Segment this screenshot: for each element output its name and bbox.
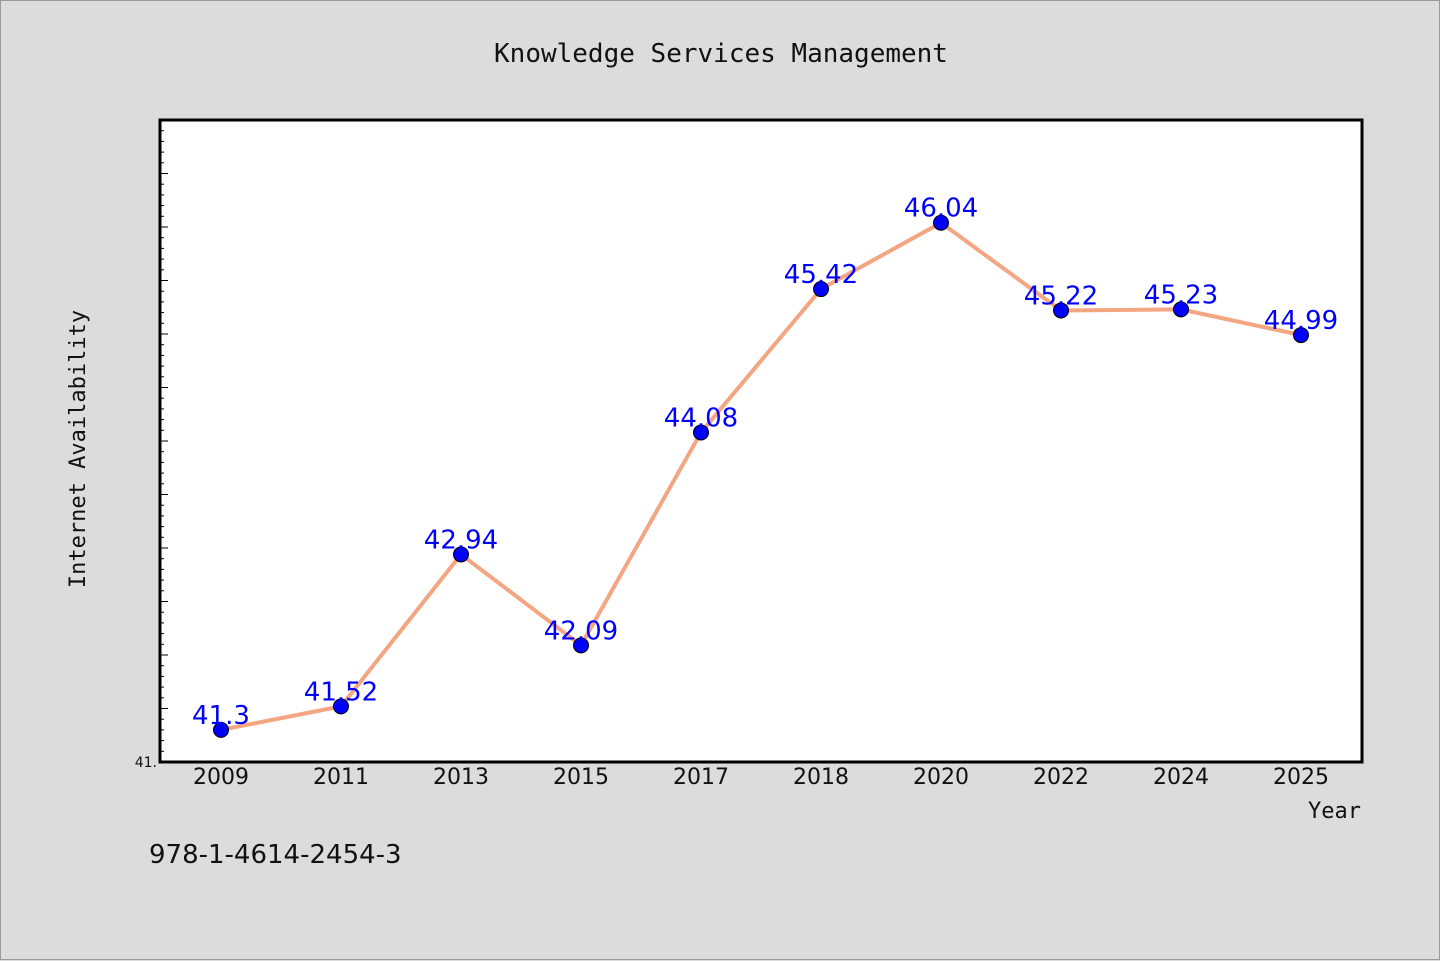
x-axis-tick-labels: 2009 2011 2013 2015 2017 2018 2020 2022 2024 2025 (193, 765, 1329, 790)
data-label: 44.08 (664, 403, 738, 433)
data-point (1053, 302, 1069, 319)
data-labels: 41.3 41.52 42.94 42.09 44.08 45.42 46.04 45.22 4… (192, 194, 1338, 731)
data-label: 41.52 (304, 677, 378, 707)
data-point (453, 546, 469, 563)
data-label: 44.99 (1264, 306, 1338, 336)
y-tick-label: 41. (135, 755, 157, 771)
x-tick-label: 2011 (313, 765, 369, 790)
x-tick-label: 2024 (1153, 765, 1209, 790)
isbn-footer: 978-1-4614-2454-3 (149, 840, 402, 870)
x-tick-label: 2009 (193, 765, 249, 790)
data-point (693, 424, 709, 441)
y-axis-tick-labels: 41. (135, 755, 157, 771)
data-label: 45.42 (784, 260, 858, 290)
data-point (333, 698, 349, 715)
plot-area (160, 120, 1362, 762)
x-tick-label: 2017 (673, 765, 729, 790)
x-tick-label: 2020 (913, 765, 969, 790)
data-point (1293, 327, 1309, 344)
x-tick-label: 2018 (793, 765, 849, 790)
data-point (813, 281, 829, 298)
data-label: 45.23 (1144, 280, 1218, 310)
data-label: 42.09 (544, 616, 618, 646)
x-tick-label: 2013 (433, 765, 489, 790)
chart-title: Knowledge Services Management (494, 39, 948, 69)
data-label: 46.04 (904, 194, 978, 224)
data-point (213, 721, 229, 738)
x-tick-label: 2022 (1033, 765, 1089, 790)
data-label: 41.3 (192, 701, 250, 731)
data-point (573, 637, 589, 654)
series-line-group (220, 220, 1302, 732)
data-label: 45.22 (1024, 281, 1098, 311)
data-point (933, 214, 949, 231)
plot-frame (158, 118, 1364, 764)
data-label: 42.94 (424, 525, 498, 555)
y-axis-title: Internet Availability (66, 310, 91, 588)
data-point (1173, 301, 1189, 318)
data-markers (213, 214, 1309, 738)
series-line (220, 220, 1302, 732)
x-axis-title: Year (1308, 799, 1361, 824)
x-tick-label: 2015 (553, 765, 609, 790)
x-tick-label: 2025 (1273, 765, 1329, 790)
